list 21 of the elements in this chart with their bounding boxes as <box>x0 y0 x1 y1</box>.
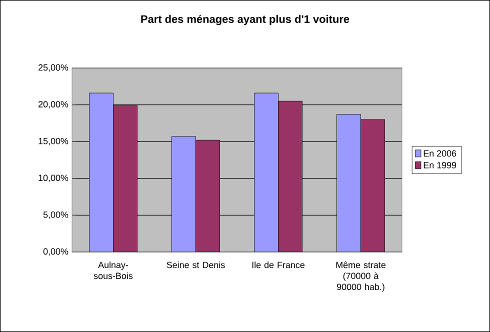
chart-title: Part des ménages ayant plus d'1 voiture <box>141 14 350 26</box>
y-tick-label: 25,00% <box>38 64 68 72</box>
x-tick-label: Aulnay-sous-Bois <box>94 262 133 280</box>
y-tick-label: 0,00% <box>43 248 68 256</box>
y-tick-label: 15,00% <box>38 138 68 146</box>
bar <box>360 119 385 252</box>
x-tick-label: Même strate (70000 à 90000 hab.) <box>336 262 386 292</box>
legend-label: En 2006 <box>424 150 456 157</box>
bar <box>196 140 220 252</box>
x-tick-label: Seine st Denis <box>166 262 225 268</box>
x-tick-label: Ile de France <box>252 262 305 268</box>
bar <box>172 136 196 252</box>
legend-label: En 1999 <box>424 162 456 168</box>
bar <box>278 100 302 252</box>
bar <box>254 92 278 252</box>
y-tick-label: 5,00% <box>43 211 68 219</box>
y-tick-label: 10,00% <box>38 174 68 182</box>
bar <box>89 92 114 252</box>
bar <box>336 114 361 252</box>
y-tick-label: 20,00% <box>38 101 68 108</box>
bar <box>113 105 138 252</box>
